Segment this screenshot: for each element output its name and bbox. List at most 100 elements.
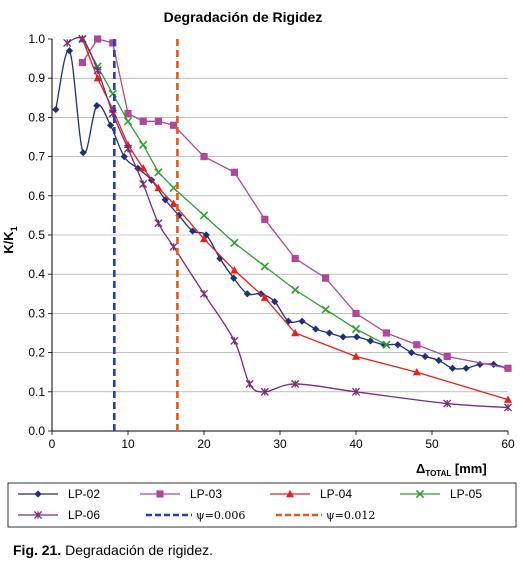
data-point bbox=[291, 379, 300, 389]
marker-stroke bbox=[199, 211, 209, 220]
data-point bbox=[339, 333, 347, 341]
data-point bbox=[394, 341, 402, 349]
data-point bbox=[260, 387, 269, 396]
y-axis-label-sub: 1 bbox=[9, 226, 19, 231]
series-line bbox=[81, 38, 387, 346]
data-point bbox=[421, 352, 429, 361]
data-point bbox=[462, 364, 470, 372]
data-point bbox=[139, 164, 148, 172]
y-tick-label: 0.2 bbox=[28, 346, 45, 360]
legend-label: LP-02 bbox=[68, 487, 100, 501]
data-point bbox=[321, 305, 330, 314]
data-point bbox=[106, 121, 115, 129]
data-point bbox=[243, 290, 251, 298]
series-lp-05 bbox=[78, 34, 391, 349]
data-point bbox=[366, 337, 375, 345]
data-point bbox=[443, 352, 451, 361]
data-point bbox=[169, 183, 178, 193]
data-point bbox=[93, 66, 102, 75]
data-point bbox=[139, 179, 148, 189]
x-axis-label-prefix: Δ bbox=[416, 461, 425, 476]
legend-label: ψ=0.006 bbox=[196, 509, 245, 522]
y-tick-label: 0.8 bbox=[28, 110, 45, 124]
y-tick-label: 0.6 bbox=[28, 189, 45, 203]
data-point bbox=[230, 238, 239, 248]
y-axis-label-main: K/K bbox=[1, 231, 16, 254]
data-point bbox=[312, 325, 320, 333]
marker-stroke bbox=[139, 140, 148, 150]
data-point bbox=[352, 352, 360, 360]
data-point bbox=[351, 324, 361, 334]
marker-stroke bbox=[415, 489, 425, 499]
legend-box bbox=[7, 482, 517, 528]
data-point bbox=[52, 105, 60, 114]
data-point bbox=[382, 329, 390, 337]
data-point bbox=[123, 117, 133, 126]
y-tick-label: 0.4 bbox=[28, 267, 45, 281]
data-point bbox=[63, 38, 72, 47]
data-point bbox=[120, 153, 128, 161]
legend-label: LP-04 bbox=[320, 487, 352, 501]
chart-title: Degradación de Rigidez bbox=[164, 9, 323, 25]
data-point bbox=[443, 399, 452, 408]
legend-label: LP-06 bbox=[68, 508, 100, 522]
series-line bbox=[66, 36, 509, 409]
data-point bbox=[260, 262, 269, 271]
legend-item: LP-06 bbox=[18, 508, 100, 522]
y-tick-label: 0.3 bbox=[28, 306, 45, 320]
data-point bbox=[353, 333, 361, 341]
figure-number: Fig. 21. bbox=[13, 542, 62, 558]
marker-stroke bbox=[321, 305, 330, 314]
series-line bbox=[55, 49, 508, 370]
legend-item: LP-03 bbox=[140, 487, 222, 501]
data-point bbox=[412, 368, 421, 376]
data-point bbox=[271, 298, 279, 306]
series-line bbox=[81, 38, 509, 401]
data-point bbox=[230, 274, 238, 282]
data-point bbox=[448, 364, 457, 372]
marker-stroke bbox=[260, 262, 269, 271]
y-tick-label: 0.5 bbox=[28, 228, 45, 242]
data-point bbox=[382, 340, 391, 349]
legend-label: ψ=0.012 bbox=[326, 509, 375, 522]
data-point bbox=[503, 403, 513, 412]
x-axis-label: ΔTOTAL [mm] bbox=[416, 461, 487, 478]
data-point bbox=[78, 34, 87, 44]
data-point bbox=[93, 102, 101, 110]
data-point bbox=[65, 47, 74, 55]
series-lp-06 bbox=[63, 34, 513, 412]
legend: LP-02 LP-03 LP-04 LP-05 LP-06 ψ=0.006 ψ=0.012 bbox=[18, 487, 482, 522]
series-lp-03 bbox=[78, 35, 512, 372]
figure-caption: Fig. 21. Degradación de rigidez. bbox=[13, 542, 213, 558]
data-point bbox=[199, 211, 209, 220]
data-point bbox=[351, 387, 361, 396]
series-layer bbox=[52, 34, 513, 431]
data-point bbox=[170, 121, 178, 129]
data-point bbox=[161, 196, 169, 204]
x-axis-label-suffix: [mm] bbox=[451, 461, 486, 476]
data-point bbox=[261, 215, 269, 223]
series-lp-04 bbox=[78, 34, 512, 403]
data-point bbox=[291, 285, 300, 295]
y-tick-label: 0.7 bbox=[28, 150, 45, 164]
marker-stroke bbox=[351, 324, 361, 334]
data-point bbox=[199, 289, 209, 298]
data-point bbox=[154, 117, 162, 125]
x-tick-label: 60 bbox=[501, 437, 515, 451]
x-tick-label: 10 bbox=[121, 437, 135, 451]
marker-stroke bbox=[169, 183, 178, 193]
data-point bbox=[284, 317, 292, 325]
data-point bbox=[230, 266, 239, 274]
data-point bbox=[154, 183, 163, 192]
data-point bbox=[504, 395, 512, 403]
data-point bbox=[230, 336, 239, 345]
y-axis: 0.0 0.1 0.2 0.3 0.4 0.5 0.6 0.7 0.8 0.9 1.0 bbox=[28, 32, 52, 438]
legend-item: LP-04 bbox=[270, 487, 352, 501]
data-point bbox=[245, 379, 254, 389]
marker-stroke bbox=[123, 117, 133, 126]
data-point bbox=[322, 274, 330, 282]
y-tick-label: 1.0 bbox=[28, 32, 45, 46]
data-point bbox=[298, 317, 306, 325]
chart: Degradación de Rigidez 0.00.10.20.30.40.… bbox=[1, 9, 517, 528]
legend-marker bbox=[415, 489, 425, 499]
